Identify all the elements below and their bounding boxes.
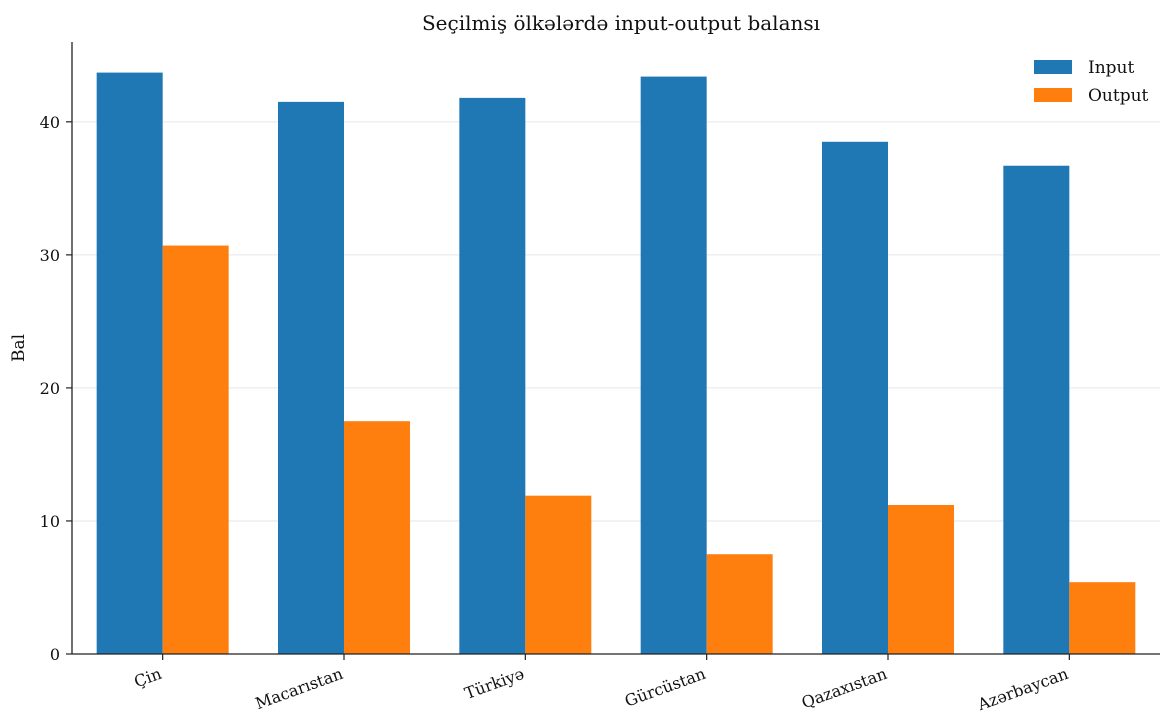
bar-input-2	[459, 97, 526, 655]
x-tick-label: Çin	[132, 664, 165, 691]
bar-input-4	[822, 141, 888, 655]
bar-input-0	[96, 72, 163, 655]
bar-input-3	[640, 76, 707, 654]
bars	[96, 72, 1136, 655]
x-tick-label: Gürcüstan	[622, 664, 708, 711]
bar-output-2	[525, 495, 592, 654]
legend-label-input: Input	[1088, 58, 1134, 78]
y-tick-label: 30	[40, 246, 60, 265]
y-axis-label: Bal	[9, 334, 29, 362]
legend: Input Output	[1034, 58, 1149, 106]
legend-swatch-output	[1034, 88, 1072, 102]
legend-label-output: Output	[1088, 86, 1149, 106]
axes	[66, 42, 1160, 660]
x-tick-label: Macarıstan	[253, 664, 346, 713]
x-tick-label: Türkiyə	[462, 664, 527, 703]
bar-output-5	[1069, 582, 1136, 654]
y-tick-label: 10	[40, 512, 60, 531]
y-tick-label: 20	[40, 379, 60, 398]
chart-title: Seçilmiş ölkələrdə input-output balansı	[422, 11, 820, 35]
bar-input-5	[1003, 165, 1070, 654]
bar-input-1	[278, 101, 344, 654]
legend-swatch-input	[1034, 60, 1072, 74]
x-tick-label: Qazaxıstan	[799, 664, 889, 712]
bar-output-3	[706, 554, 773, 654]
gridlines	[72, 121, 1160, 522]
bar-output-4	[888, 504, 954, 654]
bar-output-1	[344, 421, 410, 654]
bar-output-0	[162, 245, 229, 654]
y-tick-label: 0	[50, 645, 60, 664]
y-tick-label: 40	[40, 113, 60, 132]
x-tick-label: Azərbaycan	[974, 664, 1070, 715]
